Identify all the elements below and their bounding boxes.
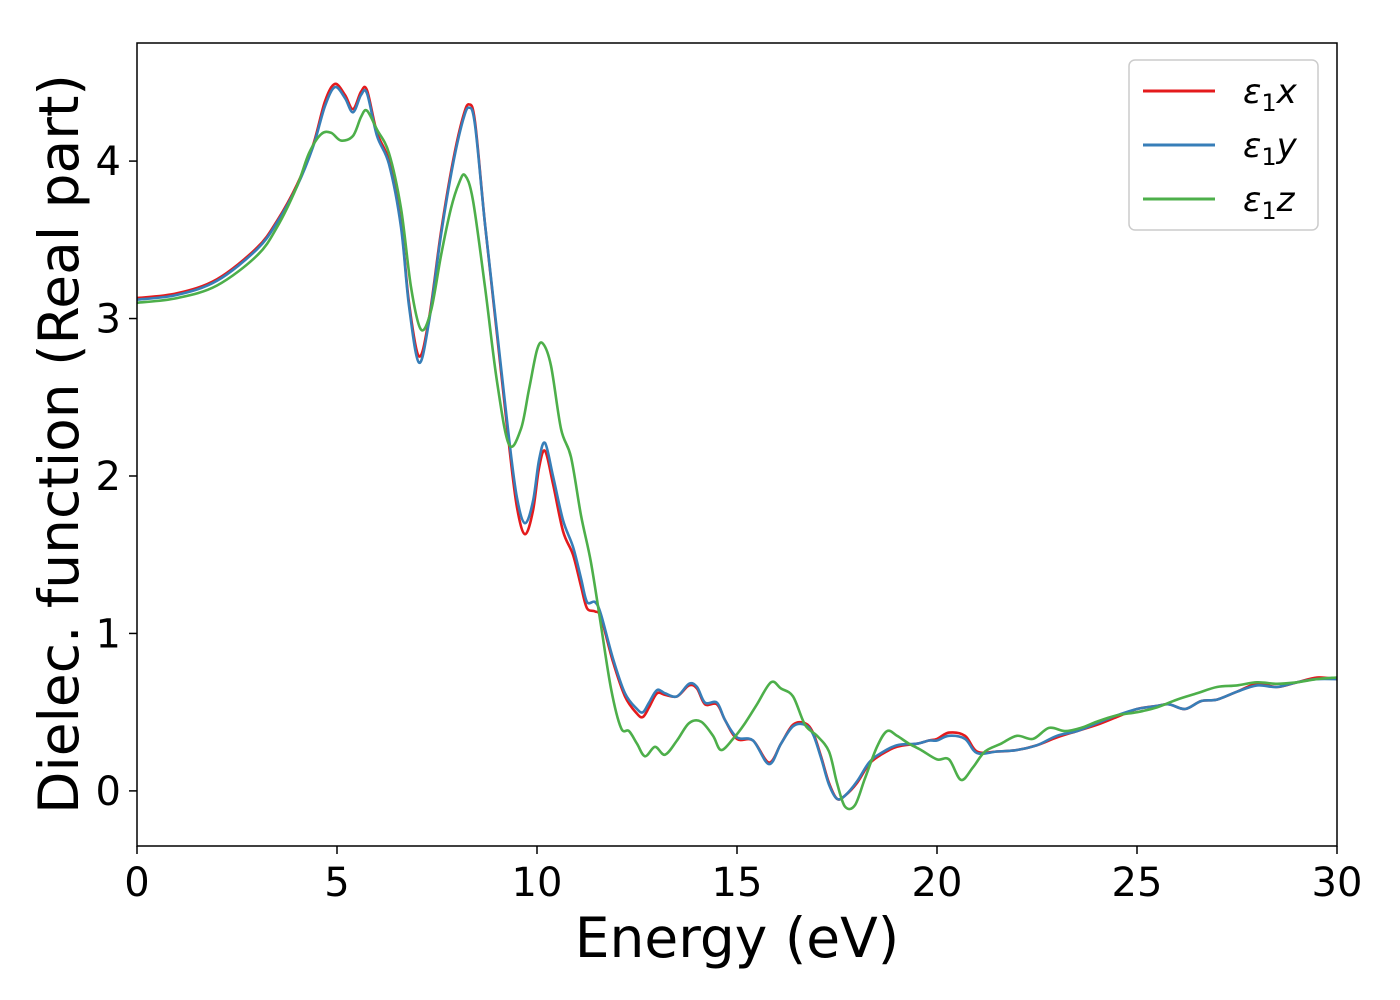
series-layer xyxy=(136,82,1338,811)
x-tick-label: 10 xyxy=(512,860,563,906)
x-tick-label: 25 xyxy=(1112,860,1163,906)
x-axis-label: Energy (eV) xyxy=(575,906,899,970)
legend-label-y: ε1y xyxy=(1243,126,1298,171)
legend-label-x: ε1x xyxy=(1243,72,1298,117)
x-axis-ticks: 0 5 10 15 20 25 30 xyxy=(124,846,1362,906)
legend-box xyxy=(1128,59,1319,231)
y-tick-label: 3 xyxy=(96,297,121,343)
series-line-z xyxy=(136,108,1338,811)
y-tick-label: 2 xyxy=(96,454,121,500)
y-tick-label: 1 xyxy=(96,611,121,657)
x-tick-label: 5 xyxy=(324,860,349,906)
x-tick-label: 15 xyxy=(712,860,763,906)
legend-label-z: ε1z xyxy=(1243,180,1296,225)
series-line-y xyxy=(136,85,1338,801)
x-tick-label: 20 xyxy=(912,860,963,906)
x-tick-label: 0 xyxy=(124,860,149,906)
y-tick-label: 0 xyxy=(96,769,121,815)
y-tick-label: 4 xyxy=(96,139,121,185)
x-tick-label: 30 xyxy=(1312,860,1363,906)
y-axis-label: Dielec. function (Real part) xyxy=(27,74,91,814)
y-axis-ticks: 0 1 2 3 4 xyxy=(96,139,137,815)
legend: ε1x ε1y ε1z xyxy=(1128,59,1319,231)
